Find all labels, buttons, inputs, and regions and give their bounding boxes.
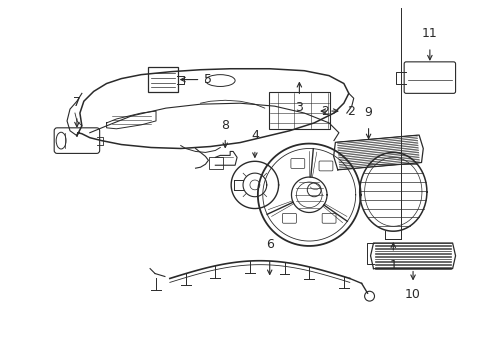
Text: 5: 5: [204, 73, 212, 86]
Text: 3: 3: [295, 101, 303, 114]
Text: 4: 4: [250, 129, 258, 141]
Text: 1: 1: [388, 259, 396, 272]
Text: 2: 2: [346, 105, 354, 118]
Text: 6: 6: [265, 238, 273, 251]
Text: 8: 8: [221, 119, 229, 132]
Text: 10: 10: [404, 288, 420, 301]
Text: 2: 2: [321, 105, 328, 118]
Text: 11: 11: [421, 27, 437, 40]
Text: 7: 7: [73, 96, 81, 109]
Text: 9: 9: [364, 106, 372, 119]
